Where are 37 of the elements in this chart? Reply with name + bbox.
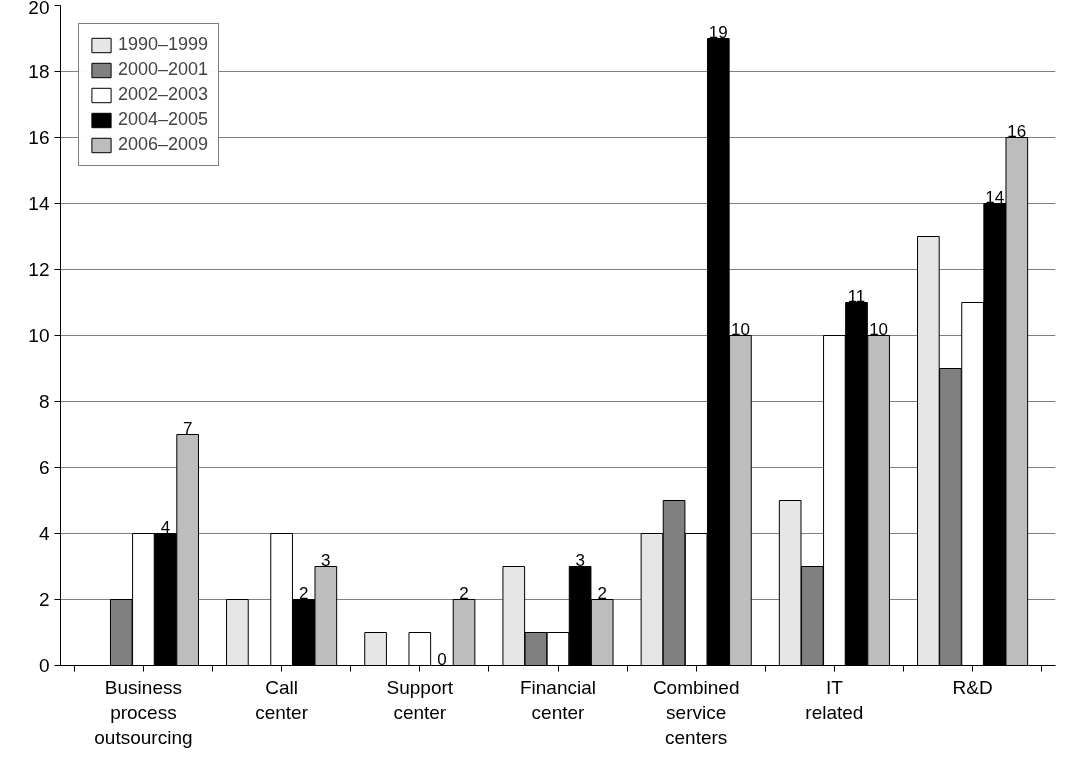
x-tick-label: IT related — [805, 676, 864, 723]
y-tick-label: 10 — [28, 325, 50, 346]
data-label: 10 — [730, 319, 750, 339]
y-tick-label: 18 — [28, 61, 50, 82]
legend-label: 1990–1999 — [118, 34, 209, 55]
data-label: 3 — [575, 550, 585, 570]
y-tick-label: 8 — [38, 391, 50, 412]
legend-label: 2004–2005 — [118, 109, 209, 130]
y-tick-label: 14 — [28, 193, 50, 214]
x-tick-label: R&D — [952, 676, 993, 698]
y-tick-label: 6 — [38, 457, 50, 478]
data-label: 7 — [182, 418, 193, 438]
data-label: 10 — [869, 319, 889, 339]
x-tick-label: Financial center — [519, 676, 597, 723]
x-tick-label: Combined service centers — [652, 676, 740, 748]
data-label: 0 — [437, 649, 447, 669]
y-tick-label: 0 — [38, 655, 50, 676]
data-label: 4 — [160, 517, 171, 537]
data-label: 2 — [597, 583, 607, 603]
legend-label: 2000–2001 — [118, 59, 209, 80]
data-label: 2 — [459, 583, 469, 603]
legend-label: 2002–2003 — [118, 84, 209, 105]
y-tick-label: 2 — [38, 589, 50, 610]
y-tick-label: 4 — [38, 523, 50, 544]
x-tick-label: Call center — [255, 676, 309, 723]
data-label: 14 — [985, 187, 1005, 207]
data-label: 3 — [321, 550, 331, 570]
data-label: 2 — [298, 583, 309, 603]
data-label: 19 — [708, 22, 728, 42]
x-tick-label: Business process outsourcing — [94, 676, 193, 748]
data-label: 11 — [847, 286, 866, 306]
data-label: 16 — [1007, 121, 1027, 141]
y-tick-label: 16 — [28, 127, 50, 148]
legend-label: 2006–2009 — [118, 134, 209, 155]
x-tick-label: Support center — [386, 676, 454, 723]
y-tick-label: 12 — [28, 259, 50, 280]
y-tick-label: 20 — [28, 0, 50, 18]
